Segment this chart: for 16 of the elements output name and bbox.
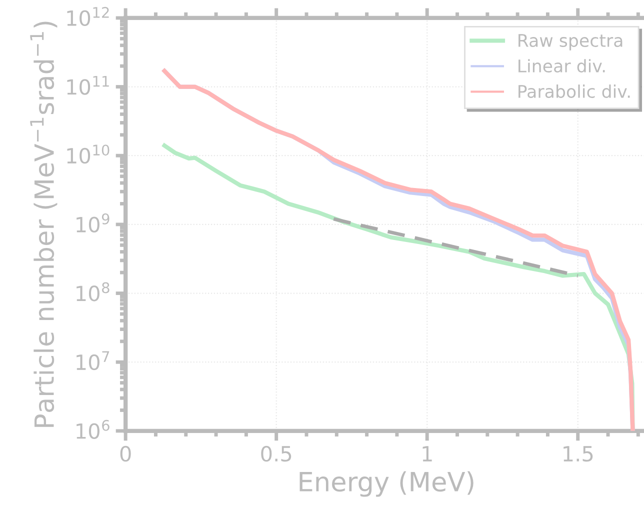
y-tick-label: 10$^{8}$ bbox=[76, 282, 110, 302]
y-tick-label: 10$^{7}$ bbox=[76, 351, 110, 370]
y-tick-label: 10$^{11}$ bbox=[67, 76, 109, 95]
y-axis-title: Particle number (MeV$^{−1}$srad$^{−1}$) bbox=[30, 22, 58, 427]
x-tick-label: 0 bbox=[120, 446, 131, 462]
x-axis-title: Energy (MeV) bbox=[300, 471, 474, 497]
y-tick-label: 10$^{9}$ bbox=[76, 213, 110, 232]
x-tick-label: 1.5 bbox=[564, 446, 593, 462]
x-tick-label: 1 bbox=[422, 446, 432, 462]
x-tick-label: 0.5 bbox=[261, 446, 292, 462]
legend-label: Parabolic div. bbox=[518, 84, 630, 98]
y-tick-label: 10$^{6}$ bbox=[76, 420, 110, 439]
y-tick-label: 10$^{10}$ bbox=[67, 144, 110, 164]
y-tick-label: 10$^{12}$ bbox=[67, 6, 109, 26]
legend-label: Raw spectra bbox=[518, 34, 622, 50]
legend-label: Linear div. bbox=[518, 59, 605, 72]
